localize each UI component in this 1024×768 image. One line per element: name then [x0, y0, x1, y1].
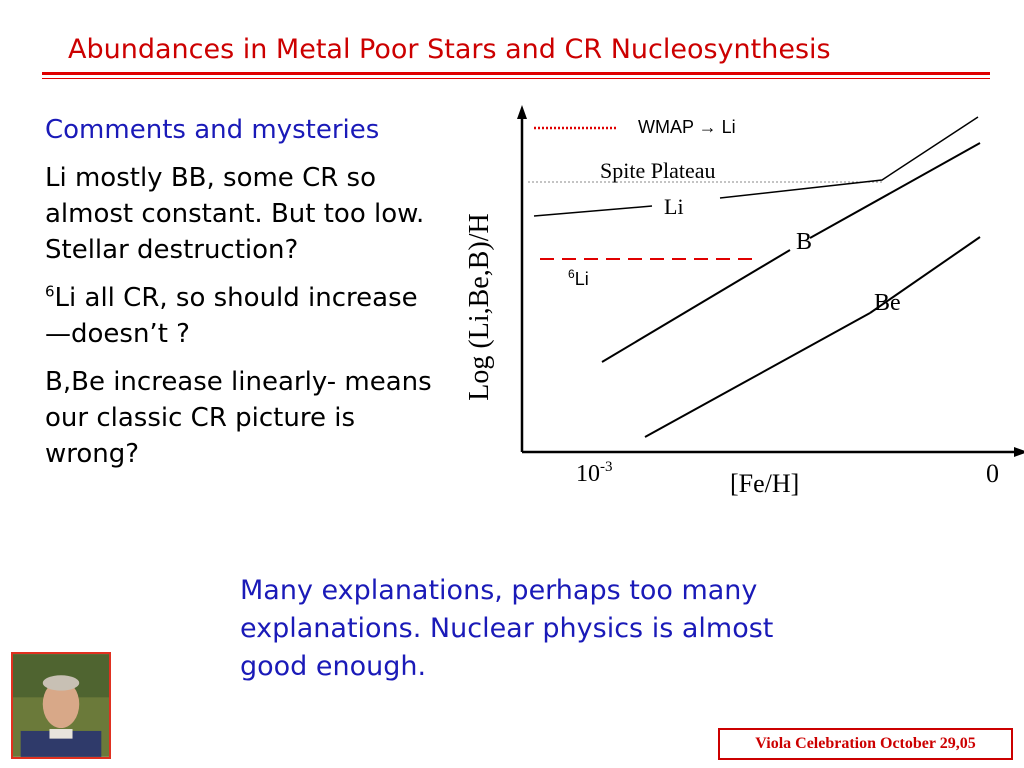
photo-collar — [49, 729, 73, 739]
li-curve-upper — [719, 116, 979, 199]
x-axis-label: [Fe/H] — [730, 469, 799, 498]
comment-b-be: B,Be increase linearly- means our classi… — [45, 367, 432, 469]
photo-hair — [42, 675, 80, 691]
li6-label: 6Li — [568, 267, 589, 289]
abundance-chart: WMAP → Li Spite Plateau Li 6Li B Be Log … — [464, 105, 1024, 498]
x-tick-right: 0 — [986, 459, 999, 488]
comments-block: Comments and mysteries Li mostly BB, som… — [45, 112, 440, 484]
li6-label-sup: 6 — [568, 267, 575, 281]
x-tick-left: 10-3 — [576, 459, 613, 487]
x-axis-arrow — [1014, 447, 1024, 457]
li6-label-text: Li — [575, 269, 589, 289]
photo-face — [42, 680, 80, 729]
be-line — [644, 312, 871, 438]
li-curve — [533, 205, 653, 217]
b-label: B — [796, 229, 812, 255]
li6-superscript: 6 — [45, 282, 55, 301]
x-tick-left-exp: -3 — [600, 459, 613, 475]
bottom-statement: Many explanations, perhaps too many expl… — [240, 575, 774, 682]
b-line — [601, 249, 791, 363]
footer-label: Viola Celebration October 29,05 — [718, 728, 1013, 760]
comment-li6: 6Li all CR, so should increase—doesn’t ? — [45, 280, 440, 352]
y-axis-label: Log (Li,Be,B)/H — [464, 213, 495, 400]
speaker-photo — [11, 652, 111, 759]
be-line-upper — [869, 236, 981, 314]
slide-title: Abundances in Metal Poor Stars and CR Nu… — [68, 34, 831, 65]
title-rule-thin — [42, 78, 990, 79]
be-label: Be — [874, 290, 901, 316]
y-axis-arrow — [517, 105, 527, 119]
comment-li: Li mostly BB, some CR so almost constant… — [45, 163, 425, 265]
b-line-upper — [809, 142, 981, 239]
title-rule-thick — [42, 72, 990, 75]
wmap-legend-label: WMAP → Li — [638, 117, 736, 137]
comment-li6-text: Li all CR, so should increase—doesn’t ? — [45, 283, 418, 349]
li-label: Li — [664, 194, 684, 219]
comments-heading: Comments and mysteries — [45, 115, 380, 145]
spite-plateau-label: Spite Plateau — [600, 158, 715, 183]
x-tick-left-base: 10 — [576, 461, 600, 487]
